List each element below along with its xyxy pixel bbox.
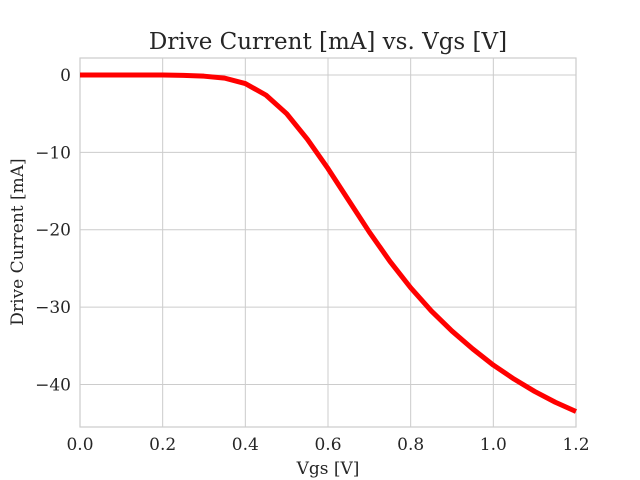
y-tick-label: −40 [35,375,71,395]
x-tick-label: 0.6 [314,435,341,455]
y-tick-label: −30 [35,298,71,318]
chart-title: Drive Current [mA] vs. Vgs [V] [149,29,507,55]
y-tick-label: −10 [35,143,71,163]
plot-frame [79,57,577,428]
x-tick-label: 0.8 [397,435,424,455]
x-tick-label: 0.0 [66,435,93,455]
series-line [80,72,578,414]
x-axis-label: Vgs [V] [296,459,360,479]
y-axis-label: Drive Current [mA] [8,158,28,325]
x-tick-label: 0.4 [232,435,259,455]
y-tick-label: 0 [60,66,71,86]
y-axis: 0 −10 −20 −30 −40 [35,66,71,395]
x-axis: 0.0 0.2 0.4 0.6 0.8 1.0 1.2 [66,435,589,455]
series-group [80,72,578,414]
x-tick-label: 0.2 [149,435,176,455]
x-tick-label: 1.0 [480,435,507,455]
grid [79,58,577,427]
x-tick-label: 1.2 [562,435,589,455]
y-tick-label: −20 [35,221,71,241]
